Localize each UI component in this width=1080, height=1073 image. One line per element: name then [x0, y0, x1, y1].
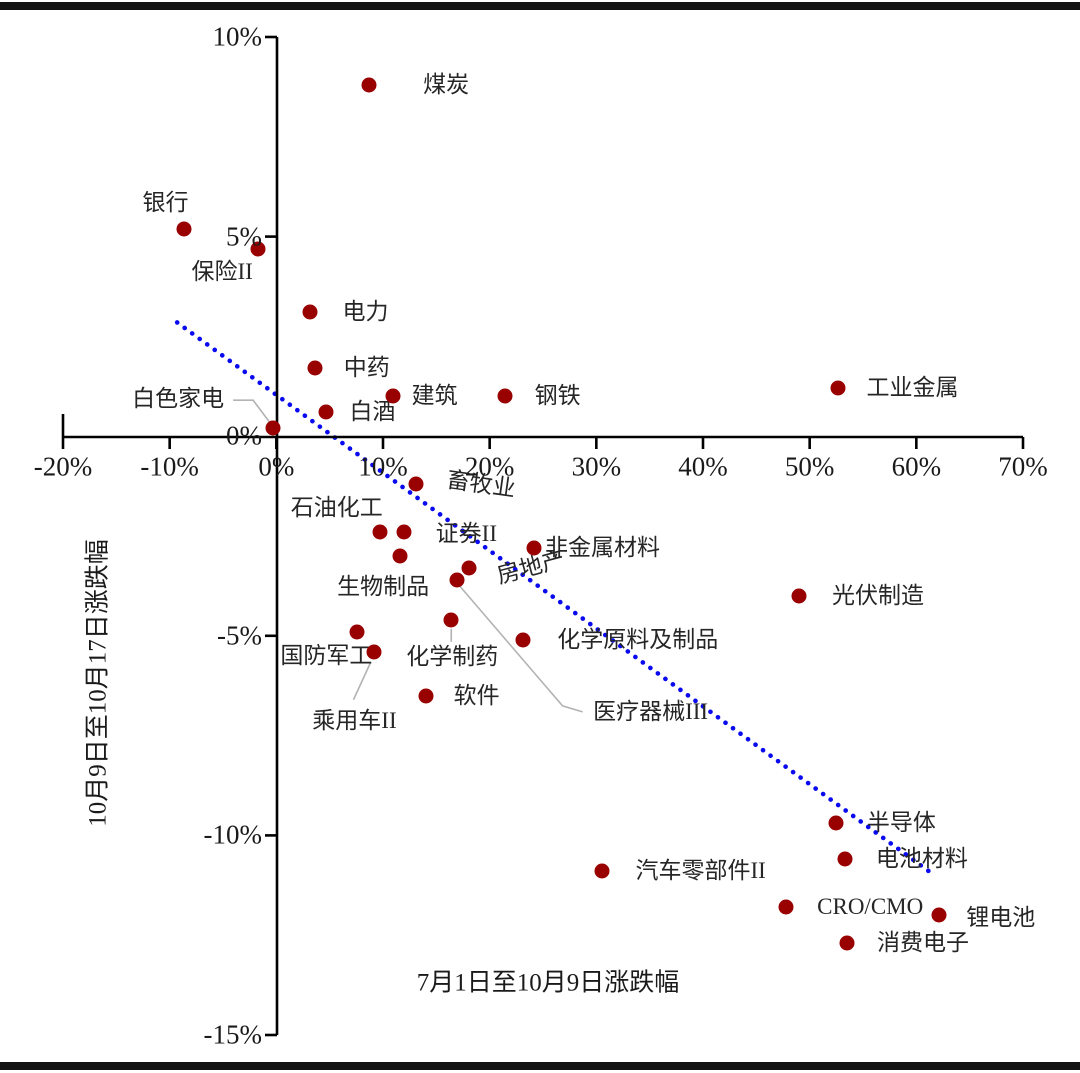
top-rule: [0, 2, 1080, 10]
bottom-rule: [0, 1062, 1080, 1070]
leader-line-6: [233, 399, 272, 425]
trend-line: [174, 320, 937, 878]
leader-line-19: [352, 662, 372, 701]
x-axis-title: 7月1日至10月9日涨跌幅: [416, 969, 680, 997]
y-axis-title: 10月9日至10月17日涨跌幅: [84, 539, 112, 827]
leader-line-16: [458, 585, 583, 713]
